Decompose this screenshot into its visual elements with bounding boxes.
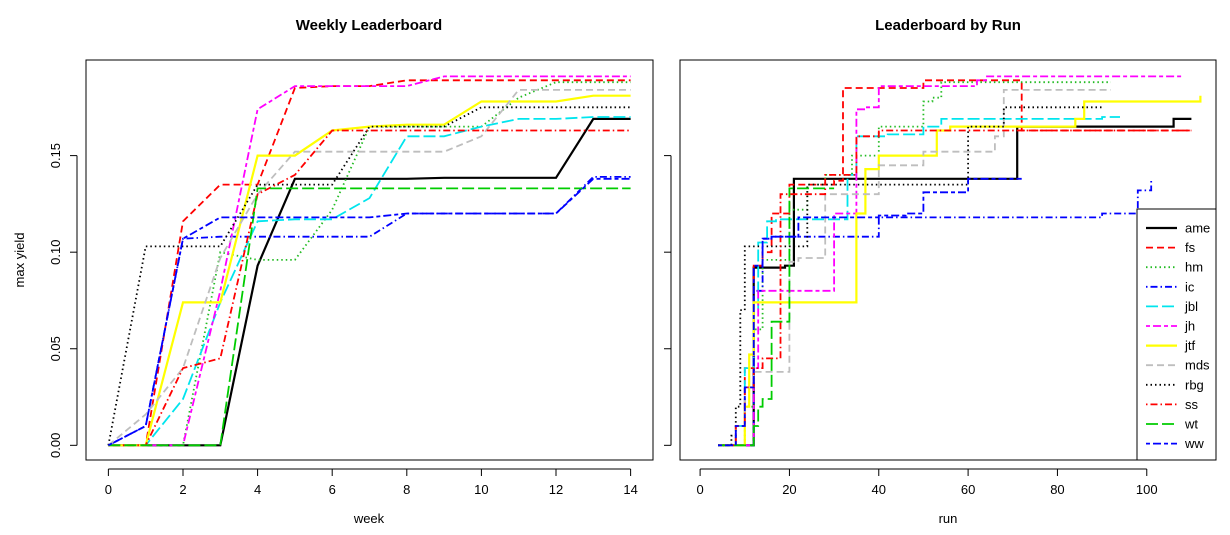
chart-weekly-leaderboard: Weekly Leaderboard 0 2 4 6 8 10 12 14 0.000.050…: [12, 17, 653, 526]
x-axis: 0 20 40 60 80 100: [696, 469, 1157, 497]
series-line-jtf: [718, 96, 1200, 446]
legend-label-ss: ss: [1185, 397, 1199, 412]
x-tick-label: 0: [696, 482, 703, 497]
x-tick-label: 6: [329, 482, 336, 497]
series-line-wt: [718, 188, 834, 445]
series-line-jtf: [108, 96, 630, 446]
x-tick-label: 0: [105, 482, 112, 497]
legend-label-jbl: jbl: [1184, 299, 1198, 314]
series-line-mds: [108, 90, 630, 445]
x-tick-label: 10: [474, 482, 488, 497]
legend-label-fs: fs: [1185, 240, 1196, 255]
x-tick-label: 100: [1136, 482, 1158, 497]
x-tick-label: 20: [782, 482, 796, 497]
legend-label-ww: ww: [1184, 436, 1204, 451]
y-tick-label: 0.00: [48, 433, 63, 458]
legend-box: [1137, 209, 1216, 460]
series-line-rbg: [718, 107, 1102, 445]
x-tick-label: 40: [872, 482, 886, 497]
x-tick-label: 14: [623, 482, 637, 497]
plot-frame: [680, 60, 1216, 460]
legend-label-ame: ame: [1185, 221, 1210, 236]
series-line-wt: [108, 188, 630, 445]
x-tick-label: 80: [1050, 482, 1064, 497]
series-line-rbg: [108, 107, 630, 445]
series-line-jbl: [718, 117, 1120, 445]
legend-label-rbg: rbg: [1185, 377, 1204, 392]
x-axis-label: run: [939, 511, 958, 526]
legend: ame fs hm ic jbl jh jtf mds rbg ss wt ww: [1137, 209, 1216, 460]
legend-label-mds: mds: [1185, 358, 1210, 373]
series-layer: [108, 76, 630, 445]
series-line-jh: [718, 76, 1183, 445]
plot-frame: [86, 60, 653, 460]
legend-label-ic: ic: [1185, 279, 1195, 294]
x-axis-label: week: [353, 511, 385, 526]
series-line-hm: [718, 82, 1111, 445]
series-layer: [718, 76, 1200, 445]
legend-label-jh: jh: [1184, 319, 1195, 334]
chart-leaderboard-by-run: Leaderboard by Run 0 20 40 60 80 100 run: [664, 17, 1216, 526]
x-tick-label: 4: [254, 482, 261, 497]
y-tick-label: 0.10: [48, 240, 63, 265]
chart-title: Leaderboard by Run: [875, 17, 1021, 34]
y-tick-label: 0.05: [48, 336, 63, 361]
chart-title: Weekly Leaderboard: [296, 17, 442, 34]
x-tick-label: 8: [403, 482, 410, 497]
y-axis: 0.00 0.05 0.10 0.15: [48, 143, 77, 458]
series-line-jbl: [108, 117, 630, 445]
series-line-ame: [108, 119, 630, 445]
y-tick-label: 0.15: [48, 143, 63, 168]
series-line-ww: [718, 179, 1022, 446]
x-tick-label: 2: [179, 482, 186, 497]
x-axis: 0 2 4 6 8 10 12 14: [105, 469, 638, 497]
y-axis-label: max yield: [12, 233, 27, 288]
legend-label-jtf: jtf: [1184, 338, 1196, 353]
x-tick-label: 60: [961, 482, 975, 497]
x-tick-label: 12: [549, 482, 563, 497]
legend-label-hm: hm: [1185, 260, 1203, 275]
legend-label-wt: wt: [1184, 417, 1198, 432]
y-axis: [664, 156, 671, 446]
